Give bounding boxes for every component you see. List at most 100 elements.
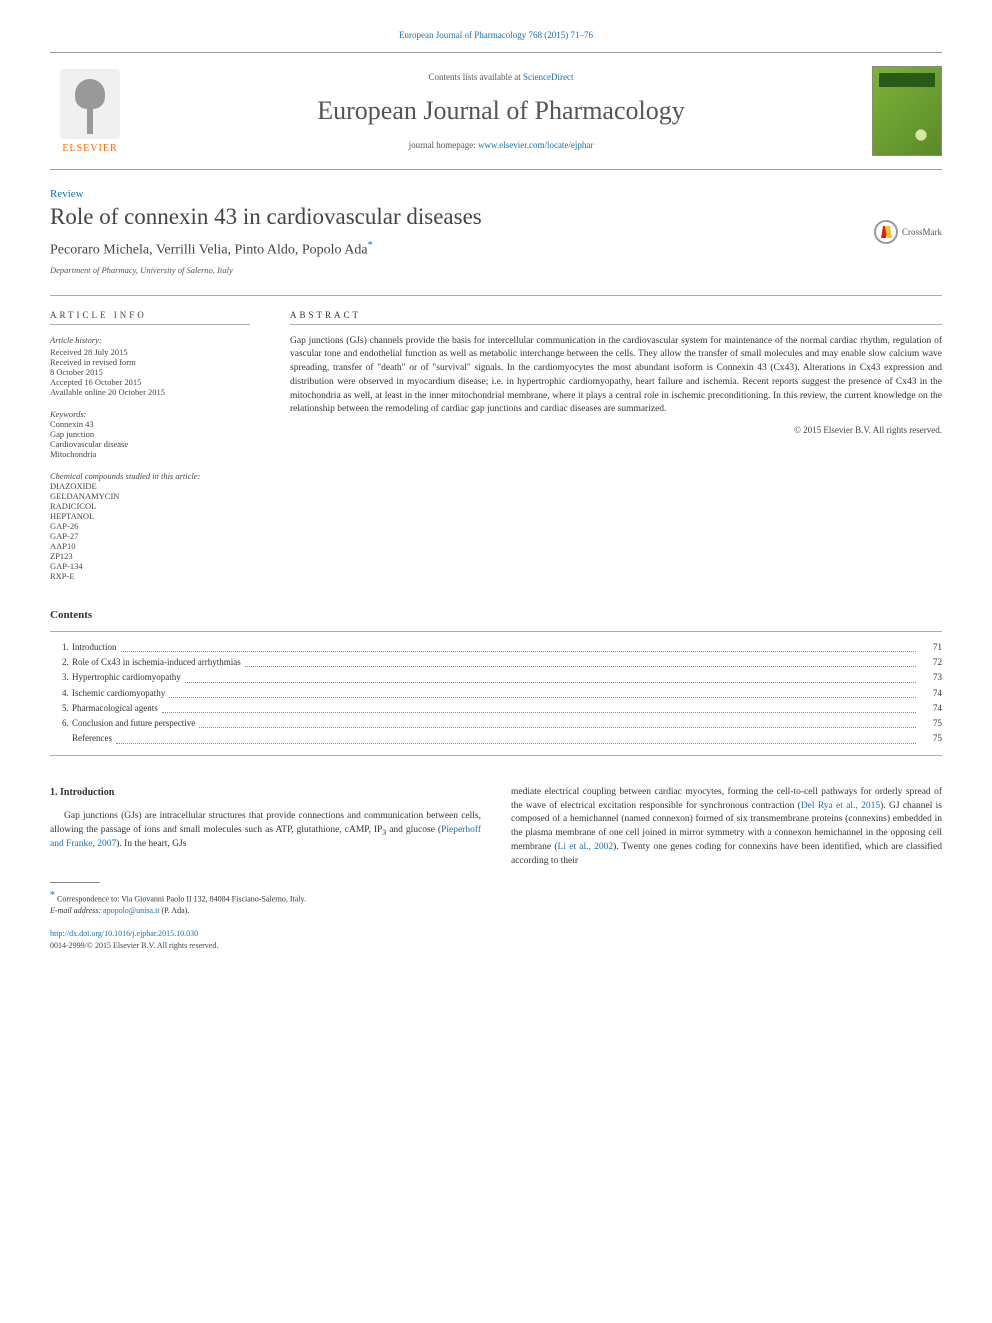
toc-leader-dots <box>169 686 916 698</box>
toc-page: 74 <box>920 686 942 701</box>
compound: GAP-27 <box>50 531 250 541</box>
homepage-prefix: journal homepage: <box>409 140 478 150</box>
table-of-contents: 1. Introduction 71 2. Role of Cx43 in is… <box>50 631 942 756</box>
toc-page: 74 <box>920 701 942 716</box>
toc-row[interactable]: 4. Ischemic cardiomyopathy 74 <box>50 686 942 701</box>
toc-row[interactable]: 5. Pharmacological agents 74 <box>50 701 942 716</box>
toc-number: 6. <box>50 716 72 731</box>
authors-text: Pecoraro Michela, Verrilli Velia, Pinto … <box>50 243 368 258</box>
toc-title: References <box>72 731 112 746</box>
abstract-column: ABSTRACT Gap junctions (GJs) channels pr… <box>290 310 942 581</box>
toc-page: 75 <box>920 731 942 746</box>
keyword: Connexin 43 <box>50 419 250 429</box>
toc-number: 5. <box>50 701 72 716</box>
keywords-block: Keywords: Connexin 43 Gap junction Cardi… <box>50 409 250 459</box>
body-columns: 1. Introduction Gap junctions (GJs) are … <box>50 786 942 952</box>
toc-leader-dots <box>199 716 916 728</box>
sciencedirect-link[interactable]: ScienceDirect <box>523 72 573 82</box>
toc-row[interactable]: 3. Hypertrophic cardiomyopathy 73 <box>50 670 942 685</box>
toc-row[interactable]: 2. Role of Cx43 in ischemia-induced arrh… <box>50 655 942 670</box>
header-citation: European Journal of Pharmacology 768 (20… <box>50 30 942 40</box>
intro-paragraph-right: mediate electrical coupling between card… <box>511 786 942 869</box>
toc-title: Pharmacological agents <box>72 701 158 716</box>
journal-homepage-line: journal homepage: www.elsevier.com/locat… <box>150 140 852 150</box>
crossmark-label: CrossMark <box>902 227 942 237</box>
keyword: Mitochondria <box>50 449 250 459</box>
footnote-corr-mark: * <box>50 890 55 901</box>
crossmark-icon <box>874 220 898 244</box>
footnote-separator <box>50 882 100 883</box>
corresponding-email-link[interactable]: apopolo@unisa.it <box>103 906 159 915</box>
compound: RADICICOL <box>50 501 250 511</box>
corresponding-author-mark[interactable]: * <box>368 240 373 251</box>
toc-leader-dots <box>116 731 916 743</box>
compound: ZP123 <box>50 551 250 561</box>
header-citation-link[interactable]: European Journal of Pharmacology 768 (20… <box>399 30 593 40</box>
info-abstract-row: ARTICLE INFO Article history: Received 2… <box>50 295 942 581</box>
toc-number: 2. <box>50 655 72 670</box>
journal-name: European Journal of Pharmacology <box>150 96 852 126</box>
masthead: ELSEVIER Contents lists available at Sci… <box>50 52 942 170</box>
issn-copyright-line: 0014-2999/© 2015 Elsevier B.V. All right… <box>50 940 481 952</box>
history-line: Accepted 16 October 2015 <box>50 377 250 387</box>
toc-title: Role of Cx43 in ischemia-induced arrhyth… <box>72 655 241 670</box>
article-type-label[interactable]: Review <box>50 188 942 200</box>
toc-number: 4. <box>50 686 72 701</box>
citation-link[interactable]: Li et al., 2002 <box>558 842 614 852</box>
email-label: E-mail address: <box>50 906 103 915</box>
toc-row[interactable]: 6. Conclusion and future perspective 75 <box>50 716 942 731</box>
history-line: 8 October 2015 <box>50 367 250 377</box>
toc-number: 3. <box>50 670 72 685</box>
keyword: Gap junction <box>50 429 250 439</box>
citation-link[interactable]: Pieperhoff and Franke, 2007 <box>50 825 481 849</box>
compound: HEPTANOL <box>50 511 250 521</box>
email-suffix: (P. Ada). <box>160 906 190 915</box>
masthead-center: Contents lists available at ScienceDirec… <box>150 72 852 150</box>
compound: AAP10 <box>50 541 250 551</box>
intro-paragraph-left: Gap junctions (GJs) are intracellular st… <box>50 810 481 852</box>
keyword: Cardiovascular disease <box>50 439 250 449</box>
article-title: Role of connexin 43 in cardiovascular di… <box>50 204 942 230</box>
contents-heading: Contents <box>50 609 942 621</box>
toc-row[interactable]: References 75 <box>50 731 942 746</box>
doi-link[interactable]: http://dx.doi.org/10.1016/j.ejphar.2015.… <box>50 929 198 938</box>
elsevier-tree-icon <box>60 69 120 139</box>
doi-block: http://dx.doi.org/10.1016/j.ejphar.2015.… <box>50 928 481 940</box>
crossmark-badge[interactable]: CrossMark <box>874 220 942 244</box>
history-line: Available online 20 October 2015 <box>50 387 250 397</box>
article-info-heading: ARTICLE INFO <box>50 310 250 325</box>
compound: GELDANAMYCIN <box>50 491 250 501</box>
compounds-label: Chemical compounds studied in this artic… <box>50 471 250 481</box>
compound: DIAZOXIDE <box>50 481 250 491</box>
toc-page: 73 <box>920 670 942 685</box>
toc-leader-dots <box>185 670 916 682</box>
history-label: Article history: <box>50 335 250 345</box>
journal-cover-thumbnail[interactable] <box>872 66 942 156</box>
author-list: Pecoraro Michela, Verrilli Velia, Pinto … <box>50 240 942 259</box>
compounds-block: Chemical compounds studied in this artic… <box>50 471 250 581</box>
abstract-heading: ABSTRACT <box>290 310 942 325</box>
article-info-column: ARTICLE INFO Article history: Received 2… <box>50 310 250 581</box>
corresponding-footnote: * Correspondence to: Via Giovanni Paolo … <box>50 889 481 916</box>
compound: GAP-134 <box>50 561 250 571</box>
abstract-text: Gap junctions (GJs) channels provide the… <box>290 335 942 418</box>
toc-leader-dots <box>121 640 917 652</box>
toc-leader-dots <box>245 655 916 667</box>
body-right-column: mediate electrical coupling between card… <box>511 786 942 952</box>
toc-title: Hypertrophic cardiomyopathy <box>72 670 181 685</box>
toc-title: Introduction <box>72 640 117 655</box>
section-heading-introduction: 1. Introduction <box>50 786 481 801</box>
history-line: Received 28 July 2015 <box>50 347 250 357</box>
contents-prefix: Contents lists available at <box>429 72 523 82</box>
toc-row[interactable]: 1. Introduction 71 <box>50 640 942 655</box>
elsevier-logo[interactable]: ELSEVIER <box>50 61 130 161</box>
affiliation: Department of Pharmacy, University of Sa… <box>50 265 942 275</box>
compound: GAP-26 <box>50 521 250 531</box>
journal-homepage-link[interactable]: www.elsevier.com/locate/ejphar <box>478 140 593 150</box>
toc-title: Conclusion and future perspective <box>72 716 195 731</box>
toc-leader-dots <box>162 701 916 713</box>
toc-number: 1. <box>50 640 72 655</box>
toc-number <box>50 731 72 746</box>
citation-link[interactable]: Del Rya et al., 2015 <box>801 801 880 811</box>
body-left-column: 1. Introduction Gap junctions (GJs) are … <box>50 786 481 952</box>
